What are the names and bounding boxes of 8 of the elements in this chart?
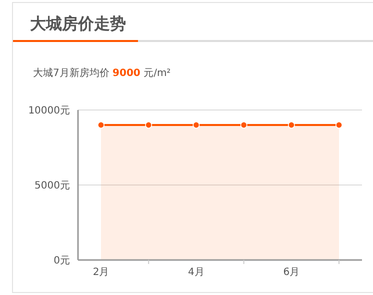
x-tick-label: 4月	[188, 267, 204, 278]
x-tick-label: 6月	[283, 267, 300, 278]
y-tick-label: 10000元	[28, 106, 70, 116]
chart-title: 大城房价走势	[30, 14, 126, 33]
chart-subtitle: 大城7月新房均价 9000 元/m²	[33, 67, 171, 79]
y-tick-label: 0元	[54, 256, 70, 266]
y-tick-label: 5000元	[34, 180, 70, 192]
x-tick-label: 2月	[92, 267, 110, 278]
